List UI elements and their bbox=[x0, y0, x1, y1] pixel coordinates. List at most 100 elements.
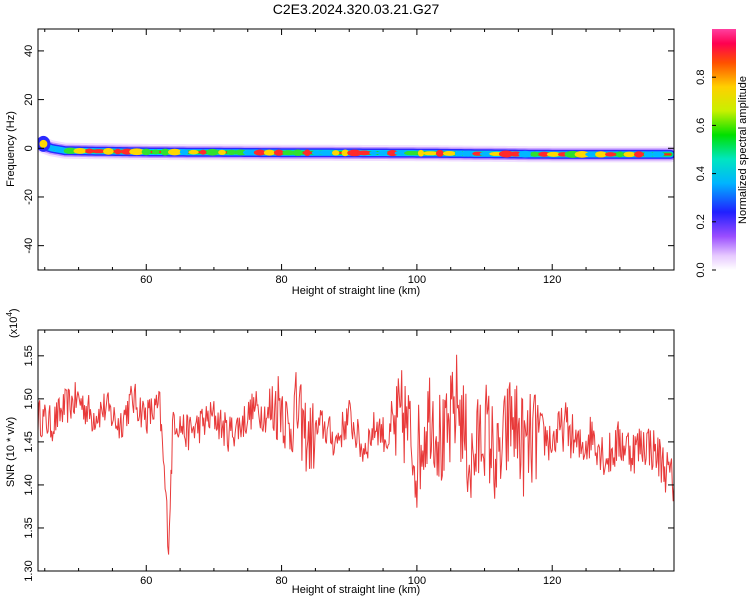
ridge-blotch bbox=[331, 150, 340, 156]
ridge-blotch bbox=[141, 148, 151, 156]
ridge-blotch bbox=[530, 151, 539, 157]
spectrogram-ylabel: Frequency (Hz) bbox=[5, 111, 17, 187]
ridge-blotch bbox=[634, 151, 644, 158]
spectrogram-panel: 60 80 100 120 -40 -20 0 20 40 Height of straight… bbox=[5, 28, 675, 297]
ridge-blotch bbox=[160, 148, 170, 156]
ridge-blotch bbox=[435, 149, 444, 157]
ridge-blotch bbox=[92, 149, 106, 154]
ridge-blotch bbox=[623, 151, 636, 158]
ridge-blotch bbox=[292, 149, 303, 156]
snr-ticks: 60 80 100 120 1.30 1.35 1.40 1.45 1.50 1.55 bbox=[23, 330, 674, 587]
colorbar-tick-label: 0.6 bbox=[695, 118, 707, 133]
snr-xlabel: Height of straight line (km) bbox=[292, 584, 420, 596]
ridge-blotch bbox=[604, 152, 616, 157]
ridge-blotch bbox=[226, 149, 237, 156]
ridge-blotch bbox=[114, 148, 122, 155]
ridge-blotch bbox=[282, 150, 295, 156]
snr-panel: 60 80 100 120 1.30 1.35 1.40 1.45 1.50 1.55 Heigh… bbox=[5, 308, 675, 596]
ridge-start-core bbox=[39, 139, 48, 148]
snr-ylabel: SNR (10 * v/v) bbox=[5, 417, 17, 487]
ridge-blotch bbox=[63, 147, 78, 154]
ridge-blotch bbox=[422, 151, 439, 156]
snr-frame bbox=[37, 329, 675, 572]
spectrogram-xlabel: Height of straight line (km) bbox=[292, 285, 420, 297]
ridge-blotch bbox=[347, 149, 363, 157]
colorbar: 0.0 0.2 0.4 0.6 0.8 Normalized spectral ampl… bbox=[695, 29, 749, 278]
x-tick-label: 120 bbox=[543, 575, 561, 587]
ridge-blotch bbox=[218, 149, 226, 155]
ridge-blotch bbox=[206, 148, 219, 156]
ridge-blotch bbox=[151, 149, 160, 155]
ridge-blotch bbox=[546, 151, 561, 157]
colorbar-tick-label: 0.4 bbox=[695, 166, 707, 181]
y-tick-label: -20 bbox=[23, 189, 35, 205]
colorbar-ticks: 0.0 0.2 0.4 0.6 0.8 bbox=[695, 70, 716, 278]
colorbar-tick-label: 0.0 bbox=[695, 262, 707, 277]
ridge-blotch bbox=[616, 151, 624, 158]
y-tick-label: 1.45 bbox=[23, 431, 35, 452]
y-tick-label: 1.40 bbox=[23, 474, 35, 495]
ridge-blotch bbox=[129, 148, 145, 156]
ridge-blotch bbox=[442, 151, 456, 156]
x-tick-label: 120 bbox=[543, 274, 561, 286]
snr-series-line bbox=[38, 354, 674, 555]
spectrogram-frame bbox=[37, 28, 675, 271]
ridge-blotch bbox=[538, 151, 550, 157]
y-tick-label: -40 bbox=[23, 238, 35, 254]
y-tick-label: 1.50 bbox=[23, 388, 35, 409]
y-tick-label: 1.55 bbox=[23, 345, 35, 366]
ridge-blotch bbox=[341, 149, 349, 157]
colorbar-tick-label: 0.2 bbox=[695, 214, 707, 229]
x-tick-label: 80 bbox=[275, 274, 287, 286]
ridge-blotch bbox=[273, 149, 284, 156]
ridge-blotch bbox=[595, 151, 607, 158]
snr-scale-note: (x104) bbox=[5, 308, 20, 338]
ridge-blotch bbox=[253, 149, 267, 156]
x-tick-label: 60 bbox=[140, 575, 152, 587]
ridge-blotch bbox=[235, 149, 247, 156]
svg-text:(x104): (x104) bbox=[5, 308, 20, 338]
ridge-blotch bbox=[263, 149, 275, 156]
ridge-blotch bbox=[303, 149, 311, 156]
y-tick-label: 40 bbox=[23, 45, 35, 57]
ridge-blotch bbox=[179, 149, 189, 155]
ridge-blotch bbox=[188, 149, 199, 155]
ridge-blotch bbox=[498, 150, 514, 158]
ridge-blotch bbox=[518, 150, 532, 158]
ridge-blotch bbox=[357, 150, 371, 156]
y-tick-label: 1.30 bbox=[23, 560, 35, 581]
ridge-blotch bbox=[417, 149, 424, 157]
ridge-blotch bbox=[103, 147, 114, 155]
ridge-blotch bbox=[369, 150, 378, 156]
ridge-blotch bbox=[585, 152, 598, 157]
ridge-blotch bbox=[73, 147, 87, 154]
ridge-blotch bbox=[376, 150, 390, 156]
ridge-blotch bbox=[168, 148, 182, 156]
y-tick-label: 20 bbox=[23, 93, 35, 105]
x-tick-label: 60 bbox=[140, 274, 152, 286]
y-tick-label: 0 bbox=[23, 145, 35, 151]
x-tick-label: 100 bbox=[408, 575, 426, 587]
y-tick-label: 1.35 bbox=[23, 517, 35, 538]
x-tick-label: 100 bbox=[408, 274, 426, 286]
ridge-blotch bbox=[318, 150, 335, 156]
figure-title: C2E3.2024.320.03.21.G27 bbox=[273, 1, 440, 17]
ridge-blotch bbox=[387, 150, 398, 157]
x-tick-label: 80 bbox=[275, 575, 287, 587]
spectrogram-ticks: 60 80 100 120 -40 -20 0 20 40 bbox=[23, 29, 674, 286]
ridge-blotch bbox=[643, 151, 653, 158]
snr-scale-exponent: 4 bbox=[5, 312, 14, 317]
ridge-blotch bbox=[85, 148, 94, 154]
ridge-blotch bbox=[242, 149, 258, 156]
ridge-blotch bbox=[574, 150, 590, 158]
ridge-blotch bbox=[461, 150, 476, 157]
ridge-blotch bbox=[651, 151, 665, 157]
ridge-blotch bbox=[199, 149, 207, 155]
ridge-blotch bbox=[404, 150, 419, 156]
ridge-blotch bbox=[454, 150, 463, 157]
spectrogram-ridge bbox=[38, 135, 674, 163]
snr-scale-prefix: (x10 bbox=[8, 317, 20, 338]
colorbar-label: Normalized spectral amplitude bbox=[737, 76, 749, 224]
colorbar-tick-label: 0.8 bbox=[695, 70, 707, 85]
